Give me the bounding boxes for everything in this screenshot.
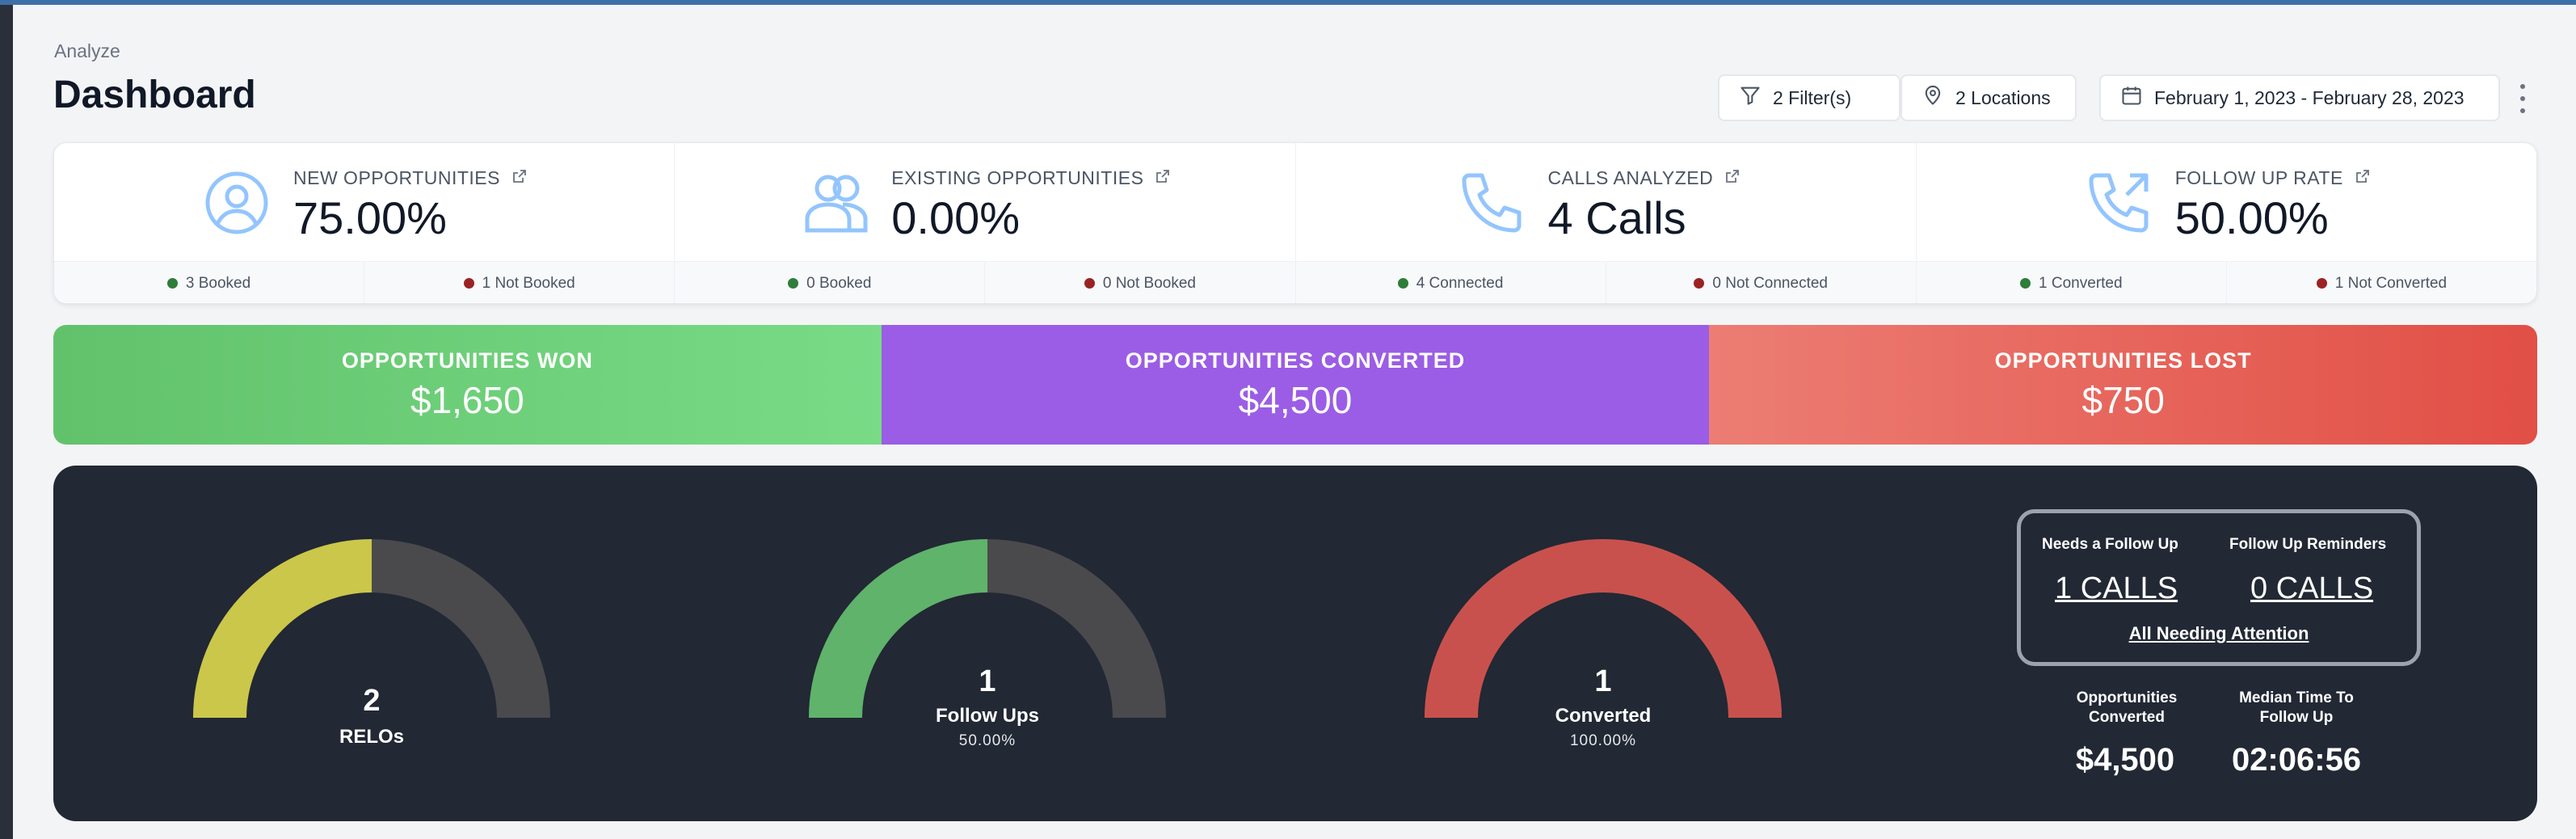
stats-card: NEW OPPORTUNITIES 75.00% EXISTING OPPORT…: [53, 142, 2537, 304]
stat-existing-opportunities: EXISTING OPPORTUNITIES 0.00%: [675, 143, 1296, 261]
external-link-icon[interactable]: [2355, 167, 2371, 189]
attention-box: Needs a Follow Up Follow Up Reminders 1 …: [2017, 509, 2421, 666]
stat-calls-analyzed: CALLS ANALYZED 4 Calls: [1296, 143, 1917, 261]
date-range-label: February 1, 2023 - February 28, 2023: [2154, 86, 2464, 108]
needs-follow-up-link[interactable]: 1 CALLS: [2055, 571, 2178, 605]
external-link-icon[interactable]: [1155, 167, 1171, 189]
page-title: Dashboard: [53, 74, 256, 116]
performance-panel: [53, 466, 2537, 821]
banner-label: OPPORTUNITIES CONVERTED: [1125, 348, 1466, 373]
date-range-button[interactable]: February 1, 2023 - February 28, 2023: [2099, 74, 2500, 121]
external-link-icon[interactable]: [1724, 167, 1740, 189]
red-dot-icon: [2316, 278, 2327, 289]
external-link-icon[interactable]: [511, 167, 528, 189]
stat-label: CALLS ANALYZED: [1547, 167, 1714, 188]
opportunities-converted-value: $4,500: [2075, 742, 2175, 778]
breadcrumb[interactable]: Analyze: [54, 40, 120, 61]
locations-label: 2 Locations: [1955, 86, 2051, 108]
stat-value: 4 Calls: [1547, 192, 1686, 243]
converted-count: 1 Converted: [1917, 262, 2227, 303]
red-dot-icon: [1084, 278, 1095, 289]
calendar-icon: [2120, 84, 2143, 112]
needs-follow-up-label: Needs a Follow Up: [2042, 536, 2178, 553]
green-dot-icon: [166, 278, 178, 289]
banner-value: $4,500: [1238, 378, 1353, 421]
phone-outgoing-icon: [2085, 169, 2153, 237]
not-converted-count: 1 Not Converted: [2227, 262, 2536, 303]
filter-icon: [1739, 84, 1762, 112]
opportunities-lost-banner[interactable]: OPPORTUNITIES LOST $750: [1709, 325, 2537, 445]
opportunities-converted-banner[interactable]: OPPORTUNITIES CONVERTED $4,500: [881, 325, 1710, 445]
filters-label: 2 Filter(s): [1773, 86, 1852, 108]
banner-label: OPPORTUNITIES WON: [341, 348, 593, 373]
map-pin-icon: [1921, 84, 1944, 112]
more-options-icon[interactable]: [2515, 81, 2531, 116]
follow-up-reminders-label: Follow Up Reminders: [2229, 536, 2387, 553]
all-needing-attention-link[interactable]: All Needing Attention: [2128, 623, 2309, 643]
banner-label: OPPORTUNITIES LOST: [1994, 348, 2252, 373]
stat-value: 0.00%: [891, 192, 1021, 243]
not-booked-count: 1 Not Booked: [364, 262, 676, 303]
green-dot-icon: [1397, 278, 1408, 289]
user-circle-icon: [203, 169, 271, 237]
top-accent-bar: [0, 0, 2576, 5]
filters-button[interactable]: 2 Filter(s): [1718, 74, 1900, 121]
green-dot-icon: [2020, 278, 2031, 289]
stat-value: 75.00%: [293, 192, 447, 243]
follow-ups-gauge: [809, 539, 1166, 719]
gauge-number: 1: [979, 664, 996, 698]
red-dot-icon: [463, 278, 474, 289]
not-booked-count: 0 Not Booked: [985, 262, 1296, 303]
gauge-percent: 50.00%: [958, 732, 1017, 749]
gauge-label: Follow Ups: [936, 705, 1039, 727]
connected-count: 4 Connected: [1296, 262, 1606, 303]
gauge-fill: [809, 539, 988, 719]
stat-value: 50.00%: [2174, 192, 2329, 243]
follow-up-reminders-link[interactable]: 0 CALLS: [2250, 571, 2374, 605]
stat-new-opportunities: NEW OPPORTUNITIES 75.00%: [54, 143, 676, 261]
red-dot-icon: [1694, 278, 1705, 289]
banner-value: $750: [2081, 378, 2165, 421]
gauge-label: Converted: [1555, 705, 1652, 727]
opportunity-banners: OPPORTUNITIES WON $1,650 OPPORTUNITIES C…: [53, 325, 2537, 445]
gauge-number: 1: [1594, 664, 1612, 698]
booked-count: 3 Booked: [54, 262, 365, 303]
gauge-label: RELOs: [339, 726, 404, 748]
banner-value: $1,650: [410, 378, 524, 421]
left-edge-strip: [0, 5, 13, 839]
relos-gauge: [193, 539, 550, 719]
gauge-percent: 100.00%: [1569, 732, 1636, 749]
locations-button[interactable]: 2 Locations: [1900, 74, 2077, 121]
gauge-fill: [193, 539, 373, 719]
median-time-label: Median Time To Follow Up: [2239, 689, 2354, 726]
gauge-number: 2: [363, 684, 381, 718]
opportunities-won-banner[interactable]: OPPORTUNITIES WON $1,650: [53, 325, 882, 445]
booked-count: 0 Booked: [675, 262, 986, 303]
stat-follow-up-rate: FOLLOW UP RATE 50.00%: [1917, 143, 2536, 261]
median-time-value: 02:06:56: [2231, 742, 2362, 778]
not-connected-count: 0 Not Connected: [1606, 262, 1917, 303]
converted-gauge: [1425, 539, 1782, 719]
opportunities-converted-label: Opportunities Converted: [2076, 689, 2178, 726]
stat-label: FOLLOW UP RATE: [2174, 167, 2343, 188]
green-dot-icon: [788, 278, 799, 289]
users-icon: [802, 169, 870, 237]
phone-icon: [1458, 169, 1526, 237]
stat-label: NEW OPPORTUNITIES: [293, 167, 500, 188]
stat-label: EXISTING OPPORTUNITIES: [891, 167, 1144, 188]
gauge-fill: [1425, 539, 1782, 719]
